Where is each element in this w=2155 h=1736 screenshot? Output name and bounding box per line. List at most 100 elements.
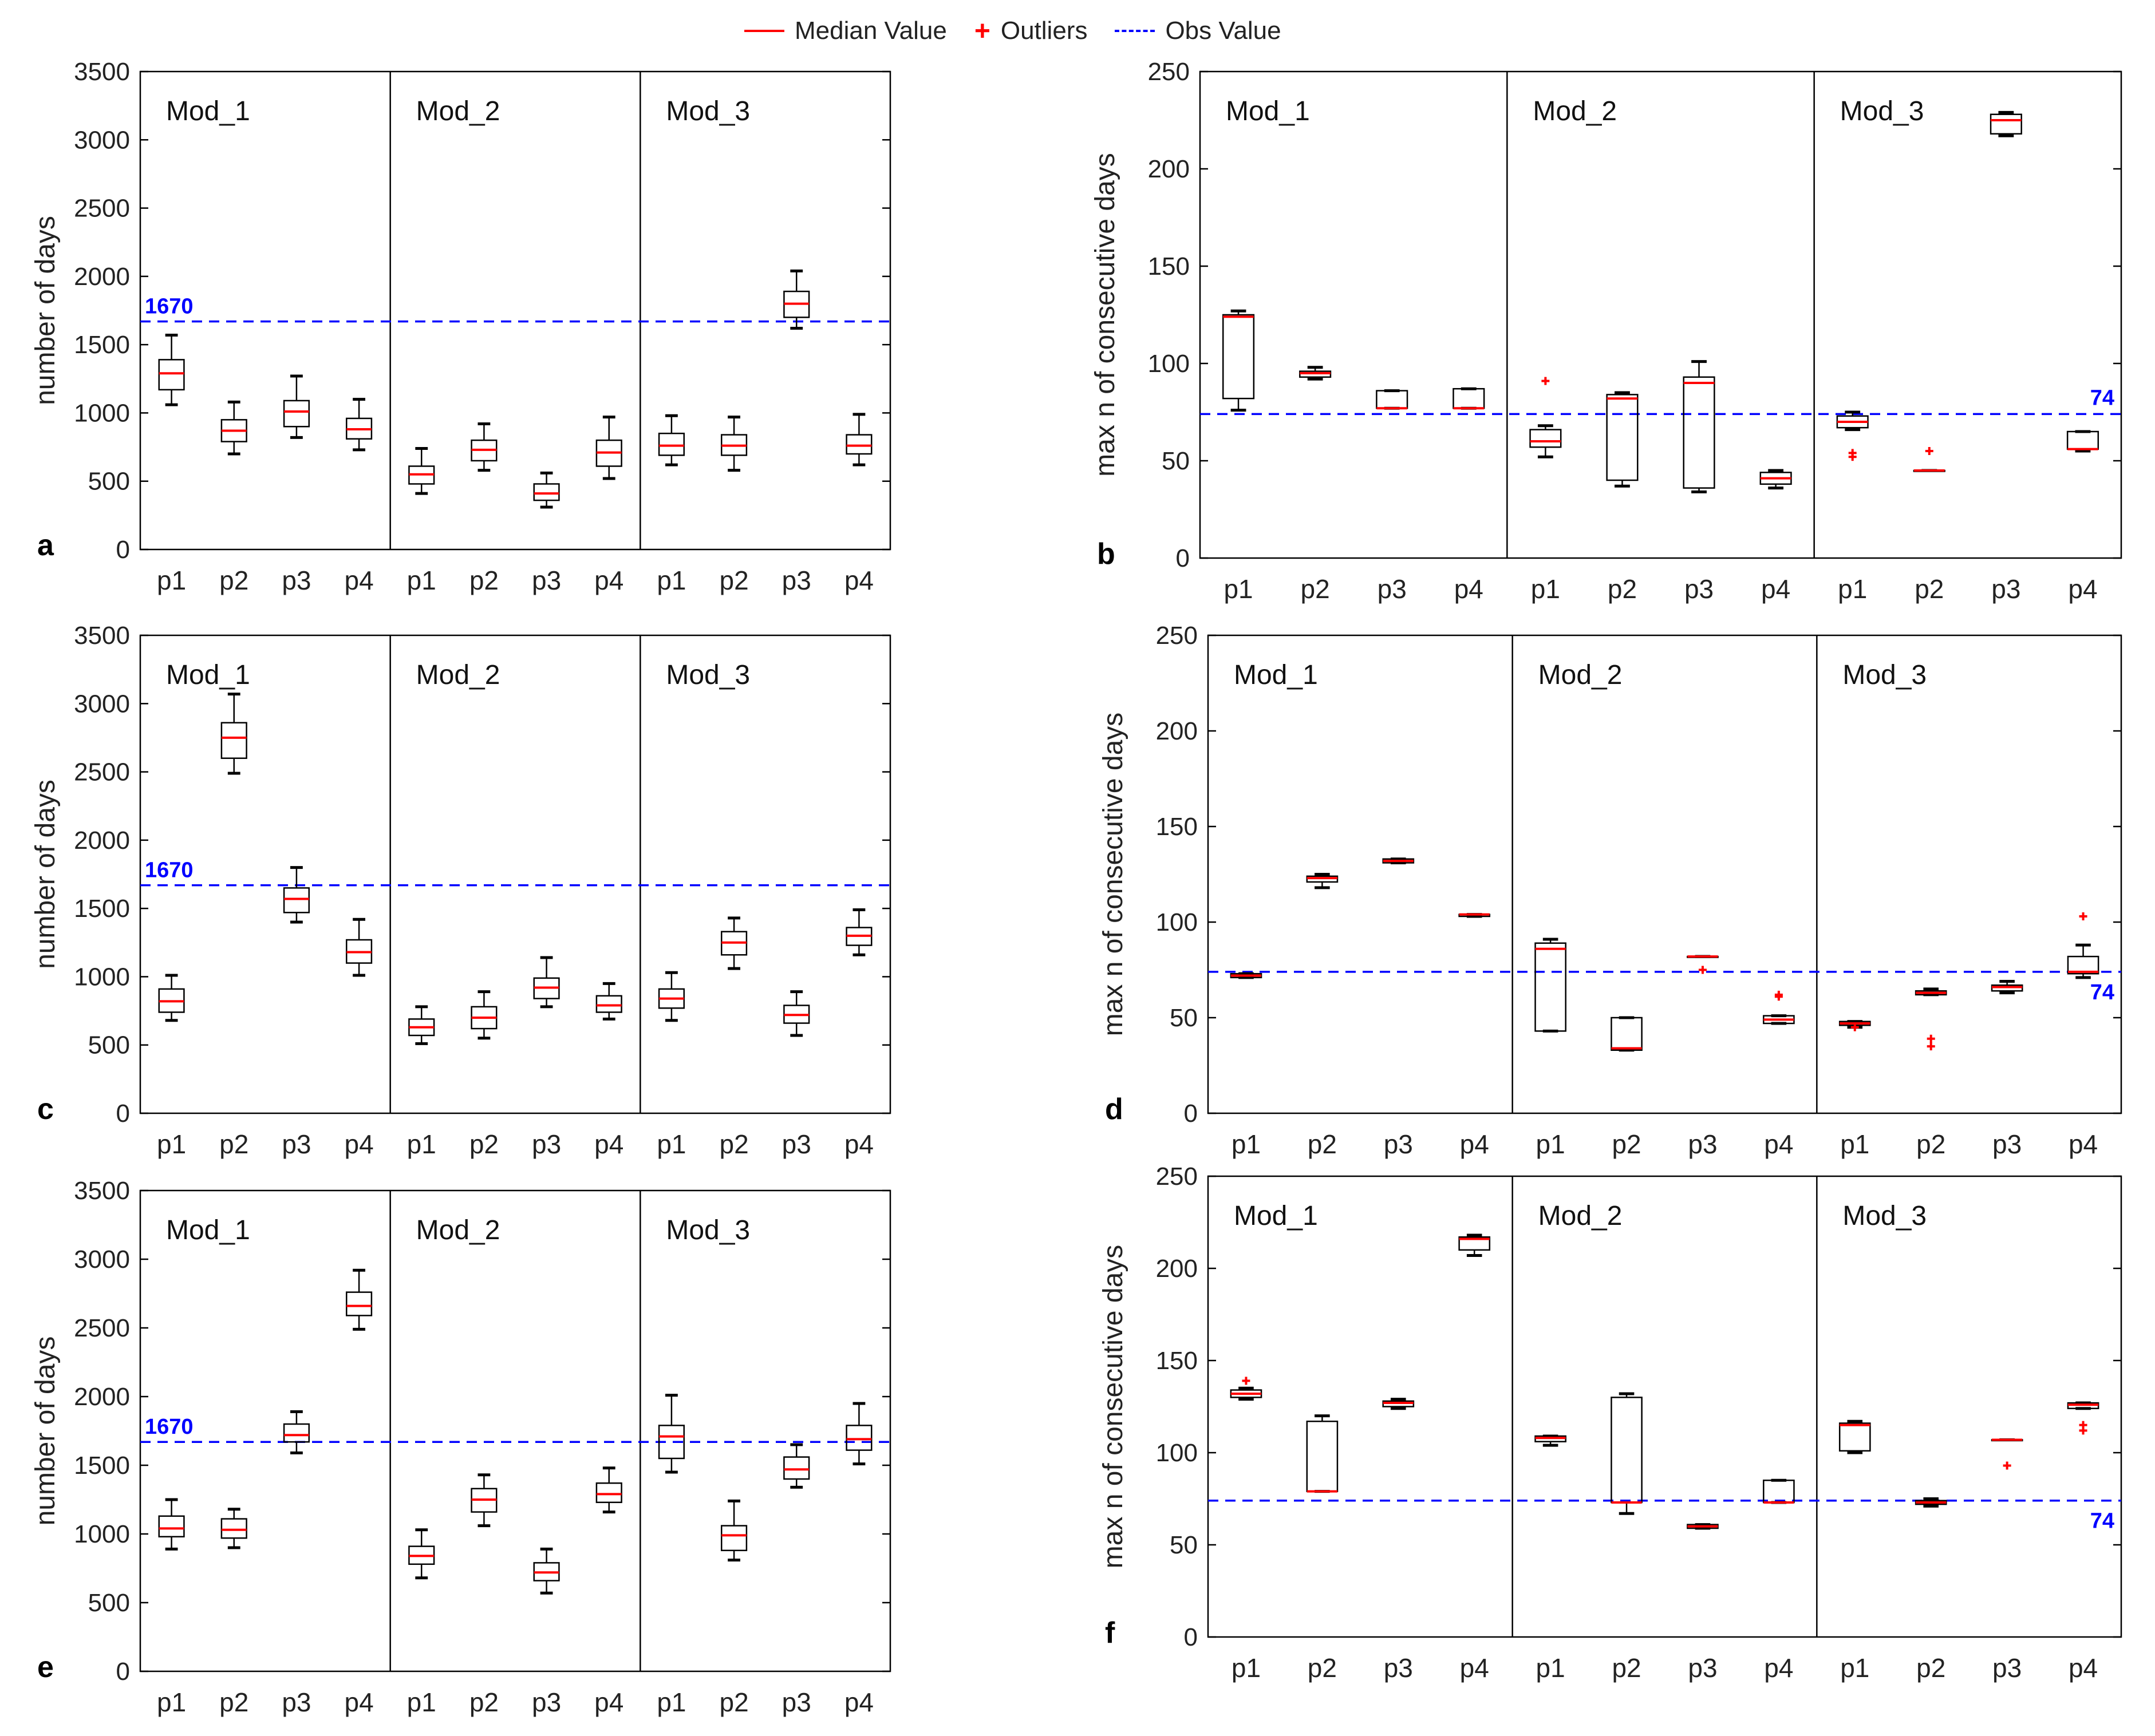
legend-median-label: Median Value [795,17,947,45]
panel-letter: f [1105,1616,1115,1650]
y-tick-label: 0 [116,536,130,564]
iqr-box [220,722,247,759]
x-tick-label: p4 [844,1129,874,1159]
box-Mod_1-p2: p2 [1306,1414,1339,1683]
box-Mod_2-p2: p2 [1606,391,1639,604]
legend-obs: Obs Value [1115,17,1281,45]
x-tick-label: p1 [1536,1653,1565,1683]
box-Mod_3-p4: p4 [844,1402,874,1717]
y-tick-label: 2000 [74,1383,130,1411]
x-tick-label: p1 [657,1129,686,1159]
y-tick-label: 2000 [74,827,130,855]
box-Mod_3-p4: p4 [2067,912,2099,1159]
x-tick-label: p3 [1992,1653,2022,1683]
group-title: Mod_3 [666,96,750,126]
x-tick-label: p4 [2068,574,2097,604]
panel-f: 0 50 100 150 200 250 max n of consecutive days… [1098,1162,2122,1683]
x-tick-label: p1 [1531,574,1560,604]
box-Mod_2-p1: p1 [1529,377,1562,604]
box-Mod_3-p2: p2 [719,1499,749,1717]
box-Mod_1-p4: p4 [344,918,374,1159]
iqr-box [595,995,622,1013]
box-Mod_1-p4: p4 [1458,1233,1491,1683]
x-tick-label: p4 [2069,1653,2098,1683]
iqr-box [595,1482,622,1504]
group-title: Mod_1 [166,1215,250,1245]
box-Mod_2-p1: p1 [1534,938,1566,1159]
iqr-box [1529,429,1562,448]
box-Mod_1-p1: p1 [1230,1377,1262,1683]
y-tick-label: 200 [1148,155,1190,183]
y-tick-label: 3000 [74,690,130,718]
y-tick-label: 0 [1184,1100,1198,1128]
legend-outliers: + Outliers [974,15,1088,47]
iqr-box [158,1515,185,1538]
x-tick-label: p2 [219,1129,248,1159]
x-tick-label: p4 [594,1687,623,1717]
iqr-box [2066,430,2099,450]
x-tick-label: p3 [532,566,561,595]
box-Mod_1-p3: p3 [1382,1398,1415,1683]
x-tick-label: p4 [2069,1129,2098,1159]
median-line-icon [744,30,784,32]
group-title: Mod_1 [166,96,250,126]
group-title: Mod_2 [416,1215,500,1245]
box-Mod_1-p3: p3 [282,1410,311,1717]
box-Mod_2-p1: p1 [407,1528,436,1717]
group-title: Mod_3 [1842,660,1927,690]
obs-value-label: 1670 [145,859,194,883]
x-tick-label: p4 [344,566,373,595]
box-Mod_2-p4: p4 [1763,1478,1795,1683]
box-Mod_2-p3: p3 [1687,955,1719,1159]
box-Mod_3-p1: p1 [1838,1020,1871,1159]
x-tick-label: p3 [782,566,811,595]
x-tick-label: p3 [1684,574,1714,604]
panel-e: 0 500 1000 1500 2000 2500 3000 3500 number of da… [30,1177,891,1717]
y-tick-label: 100 [1156,908,1198,936]
box-Mod_2-p2: p2 [469,1473,499,1717]
iqr-box [721,1525,748,1552]
box-Mod_1-p4: p4 [344,398,374,595]
y-tick-label: 2000 [74,263,130,291]
iqr-box [220,1518,247,1539]
y-axis-label: max n of consecutive days [1098,1245,1128,1569]
x-tick-label: p4 [844,1687,874,1717]
y-axis-label: number of days [30,216,61,405]
box-Mod_3-p1: p1 [657,414,686,595]
axes-frame [1199,70,2122,559]
iqr-box [1222,314,1255,400]
x-tick-label: p1 [407,1687,436,1717]
iqr-box [1534,942,1566,1032]
y-tick-label: 250 [1156,622,1198,650]
obs-value-label: 74 [2090,980,2114,1005]
x-tick-label: p4 [1764,1129,1793,1159]
panel-letter: c [37,1093,54,1126]
group-title: Mod_1 [166,660,250,690]
x-tick-label: p2 [219,566,248,595]
y-tick-label: 100 [1148,350,1190,378]
y-tick-label: 100 [1156,1439,1198,1467]
box-Mod_1-p2: p2 [1299,366,1332,604]
box-Mod_1-p4: p4 [1458,913,1491,1159]
x-tick-label: p1 [1838,574,1867,604]
iqr-box [283,887,310,914]
box-Mod_1-p2: p2 [219,1508,248,1717]
box-Mod_2-p3: p3 [1683,360,1715,604]
x-tick-label: p4 [344,1687,373,1717]
y-tick-label: 1500 [74,1452,130,1480]
x-tick-label: p1 [657,566,686,595]
x-tick-label: p3 [1378,574,1407,604]
x-tick-label: p4 [1761,574,1790,604]
x-tick-label: p4 [1764,1653,1793,1683]
x-tick-label: p4 [844,566,874,595]
box-Mod_3-p1: p1 [657,971,686,1159]
panel-letter: a [37,529,54,562]
group-title: Mod_3 [666,1215,750,1245]
x-tick-label: p2 [469,1687,499,1717]
axes-frame [139,70,891,551]
panel-letter: d [1105,1093,1123,1126]
x-tick-label: p2 [719,566,748,595]
box-Mod_3-p1: p1 [1838,1419,1871,1683]
dashed-line-icon [1115,30,1155,32]
y-axis-label: number of days [30,1336,61,1526]
